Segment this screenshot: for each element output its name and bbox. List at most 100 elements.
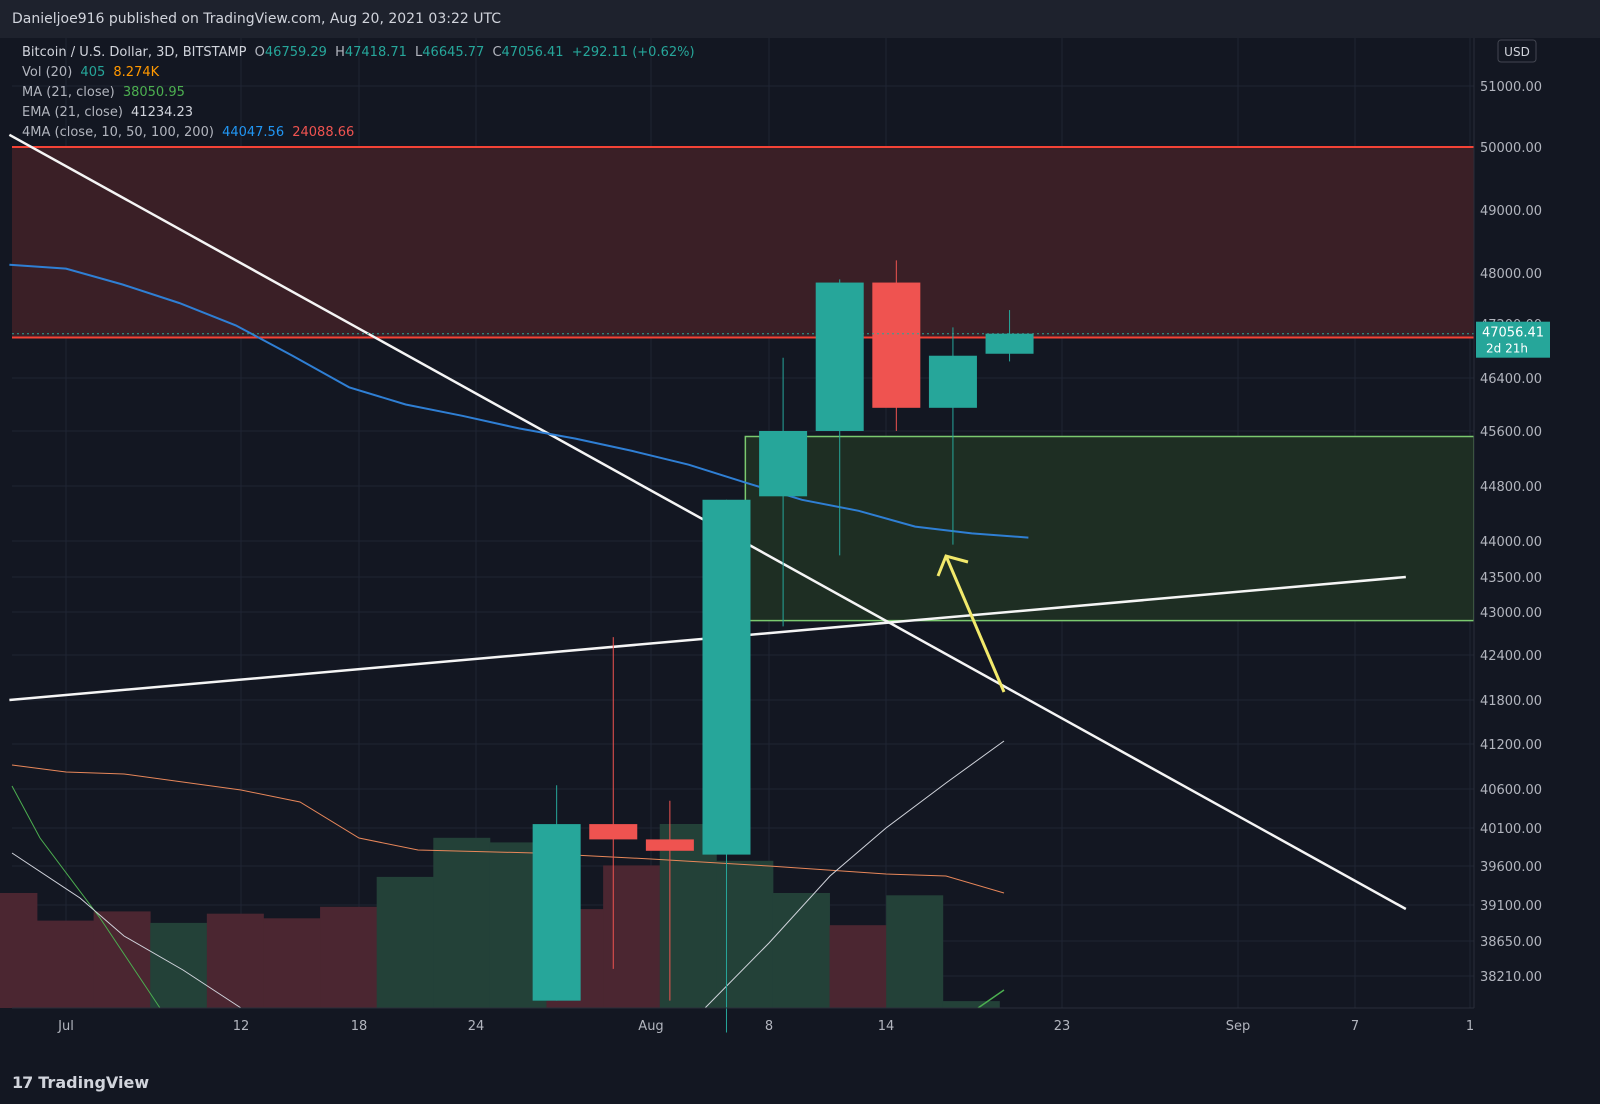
candle-body-8 — [985, 333, 1034, 354]
legend-vol-row[interactable]: Vol (20) 405 8.274K — [22, 65, 163, 80]
volume-bar-1 — [37, 920, 94, 1008]
price-tick-label-1: 50000.00 — [1480, 141, 1542, 156]
price-tick-label-6: 45600.00 — [1480, 425, 1542, 440]
volume-bar-17 — [942, 1001, 1000, 1008]
price-tick-label-9: 43500.00 — [1480, 571, 1542, 586]
legend-vol-value-1: 405 — [80, 65, 106, 80]
annotation-arrow-head — [936, 554, 969, 577]
price-tick-label-3: 48000.00 — [1480, 267, 1542, 282]
legend-symbol-row: Bitcoin / U.S. Dollar, 3D, BITSTAMP O467… — [22, 45, 699, 60]
volume-bar-12 — [659, 824, 717, 1008]
time-tick-label-0: Jul — [57, 1019, 74, 1034]
volume-bar-5 — [263, 918, 321, 1008]
volume-ma-line — [11, 764, 1005, 894]
legend-vol-value-2: 8.274K — [113, 65, 160, 80]
legend-symbol[interactable]: Bitcoin / U.S. Dollar, 3D, BITSTAMP — [22, 45, 247, 60]
price-tick-label-8: 44000.00 — [1480, 535, 1542, 550]
tradingview-logo-icon: 17 — [12, 1073, 33, 1092]
price-tick-label-12: 41800.00 — [1480, 694, 1542, 709]
time-tick-label-8: Sep — [1226, 1019, 1251, 1034]
legend-close-label: C — [492, 45, 502, 60]
tradingview-logo[interactable]: 17 TradingView — [12, 1073, 149, 1092]
time-tick-label-7: 23 — [1054, 1019, 1071, 1034]
legend-ma-label: MA (21, close) — [22, 85, 115, 100]
candle-body-0 — [532, 824, 581, 1001]
candle-body-4 — [759, 431, 808, 497]
candle-body-5 — [815, 282, 864, 431]
volume-bar-6 — [320, 906, 378, 1008]
legend-open-value: 46759.29 — [264, 45, 327, 60]
price-tick-label-10: 43000.00 — [1480, 606, 1542, 621]
volume-bar-8 — [433, 837, 491, 1008]
price-tick-label-11: 42400.00 — [1480, 649, 1542, 664]
candle-body-3 — [702, 499, 751, 855]
price-tick-label-16: 39600.00 — [1480, 860, 1542, 875]
price-tick-label-15: 40100.00 — [1480, 822, 1542, 837]
volume-bar-13 — [716, 860, 774, 1008]
time-tick-label-6: 14 — [878, 1019, 895, 1034]
price-tick-label-19: 38210.00 — [1480, 970, 1542, 985]
legend-4ma-value-1: 44047.56 — [222, 125, 285, 140]
legend-ma-value: 38050.95 — [122, 85, 185, 100]
price-tick-label-0: 51000.00 — [1480, 80, 1542, 95]
legend-low-value: 46645.77 — [422, 45, 485, 60]
volume-bar-15 — [829, 925, 887, 1008]
annotation-arrow-shaft — [944, 555, 1006, 693]
legend-open-label: O — [254, 45, 265, 60]
volume-bar-16 — [886, 895, 944, 1008]
price-chart[interactable]: 51000.0050000.0049000.0048000.0047200.00… — [0, 38, 1600, 1062]
time-tick-label-3: 24 — [468, 1019, 485, 1034]
price-tick-label-14: 40600.00 — [1480, 783, 1542, 798]
legend-high-value: 47418.71 — [344, 45, 407, 60]
legend-ema-value: 41234.23 — [131, 105, 194, 120]
candle-body-6 — [872, 282, 921, 408]
publish-info: Danieljoe916 published on TradingView.co… — [12, 11, 501, 27]
legend-close-value: 47056.41 — [501, 45, 564, 60]
lower-indicator-line-b — [704, 740, 1005, 1009]
footer-bar: 17 TradingView — [0, 1062, 1600, 1104]
legend-ema-label: EMA (21, close) — [22, 105, 123, 120]
resistance-zone — [12, 147, 1474, 338]
time-tick-label-5: 8 — [765, 1019, 773, 1034]
candle-body-2 — [645, 839, 694, 851]
volume-bar-14 — [772, 893, 830, 1008]
time-tick-label-4: Aug — [638, 1019, 663, 1034]
candle-body-7 — [928, 355, 977, 408]
candle-body-1 — [589, 824, 638, 840]
legend-4ma-row[interactable]: 4MA (close, 10, 50, 100, 200) 44047.56 2… — [22, 125, 358, 140]
bar-countdown: 2d 21h — [1486, 342, 1528, 356]
volume-bar-4 — [206, 913, 264, 1008]
legend-low-label: L — [415, 45, 423, 60]
price-tick-label-7: 44800.00 — [1480, 480, 1542, 495]
volume-bar-11 — [603, 865, 661, 1008]
currency-badge[interactable]: USD — [1504, 45, 1530, 59]
ema-line — [9, 263, 1029, 539]
lower-indicator-line-c — [977, 989, 1005, 1009]
current-price-value: 47056.41 — [1482, 326, 1544, 341]
legend-vol-label: Vol (20) — [22, 65, 73, 80]
current-price-badge — [1476, 321, 1550, 358]
price-axis-background — [1474, 38, 1600, 1062]
price-tick-label-2: 49000.00 — [1480, 204, 1542, 219]
lower-indicator-line-a — [11, 852, 242, 1009]
legend-ema-row[interactable]: EMA (21, close) 41234.23 — [22, 105, 197, 120]
time-tick-label-9: 7 — [1351, 1019, 1359, 1034]
tradingview-logo-text: TradingView — [38, 1073, 150, 1092]
price-tick-label-17: 39100.00 — [1480, 899, 1542, 914]
price-tick-label-5: 46400.00 — [1480, 372, 1542, 387]
price-tick-label-18: 38650.00 — [1480, 935, 1542, 950]
price-tick-label-13: 41200.00 — [1480, 738, 1542, 753]
legend-4ma-value-2: 24088.66 — [292, 125, 355, 140]
legend-change: +292.11 (+0.62%) — [571, 45, 695, 60]
currency-badge-frame — [1497, 39, 1537, 63]
time-tick-label-10: 1 — [1466, 1019, 1474, 1034]
publish-header: Danieljoe916 published on TradingView.co… — [0, 0, 1600, 38]
ma-indicator-line — [11, 785, 161, 1009]
volume-bar-0 — [0, 893, 38, 1008]
legend-ma-row[interactable]: MA (21, close) 38050.95 — [22, 85, 189, 100]
support-zone — [744, 435, 1475, 622]
volume-bar-3 — [150, 922, 208, 1008]
legend-high-label: H — [335, 45, 345, 60]
time-tick-label-1: 12 — [233, 1019, 250, 1034]
volume-bar-2 — [93, 911, 151, 1008]
